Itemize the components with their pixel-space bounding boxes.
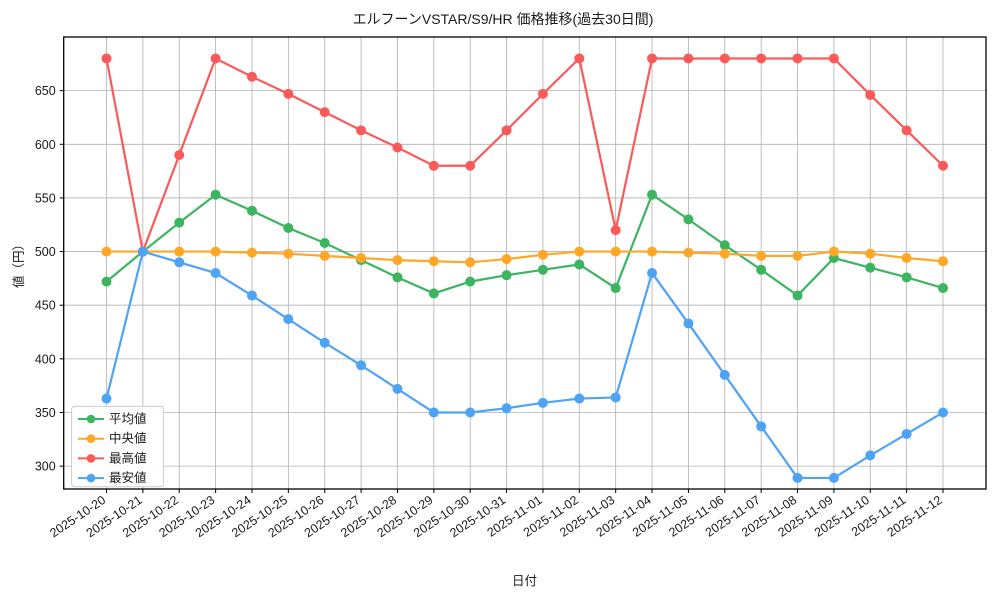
svg-text:最安値: 最安値: [109, 470, 147, 485]
svg-text:最高値: 最高値: [109, 450, 147, 465]
svg-text:450: 450: [35, 299, 56, 313]
svg-text:平均値: 平均値: [109, 411, 147, 426]
svg-text:500: 500: [35, 245, 56, 259]
svg-text:650: 650: [35, 84, 56, 98]
svg-text:550: 550: [35, 191, 56, 205]
svg-text:中央値: 中央値: [109, 431, 147, 446]
svg-text:値（円）: 値（円）: [11, 238, 26, 288]
svg-text:600: 600: [35, 138, 56, 152]
svg-text:エルフーンVSTAR/S9/HR 価格推移(過去30日間): エルフーンVSTAR/S9/HR 価格推移(過去30日間): [353, 11, 654, 27]
svg-text:400: 400: [35, 352, 56, 366]
svg-text:300: 300: [35, 460, 56, 474]
svg-text:日付: 日付: [512, 574, 537, 588]
svg-text:350: 350: [35, 406, 56, 420]
